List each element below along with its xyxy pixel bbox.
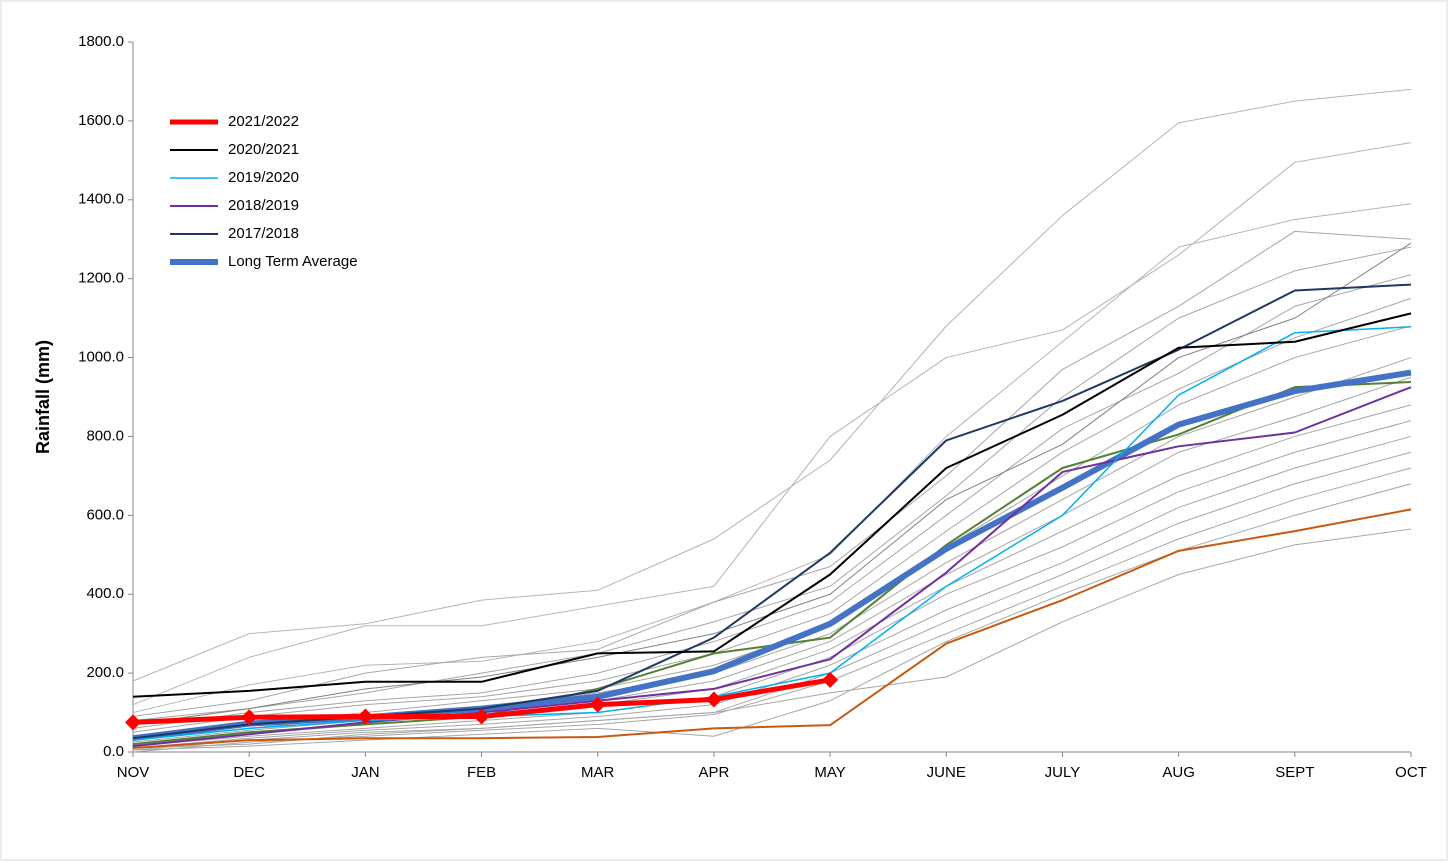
point-marker	[589, 696, 606, 713]
legend-label: 2017/2018	[228, 225, 299, 242]
point-marker	[473, 708, 490, 725]
series-line	[132, 326, 1412, 741]
y-tick-label: 400.0	[86, 585, 124, 602]
y-tick-label: 1400.0	[78, 191, 124, 208]
series-line	[132, 483, 1412, 751]
series-line	[132, 467, 1412, 753]
series-line	[132, 386, 1412, 748]
y-tick-label: 1200.0	[78, 270, 124, 287]
y-tick-label: 200.0	[86, 664, 124, 681]
x-tick-label: JULY	[1045, 764, 1081, 781]
series-line	[132, 420, 1412, 747]
series-line	[132, 297, 1412, 733]
x-tick-label: SEPT	[1275, 764, 1314, 781]
series-line	[132, 274, 1412, 729]
legend-label: 2020/2021	[228, 141, 299, 158]
series-line	[132, 312, 1412, 698]
point-marker	[125, 714, 141, 731]
y-tick-label: 1800.0	[78, 33, 124, 50]
x-tick-label: JUNE	[927, 764, 966, 781]
point-marker	[705, 691, 722, 708]
y-tick-label: 800.0	[86, 427, 124, 444]
series-line	[132, 142, 1412, 706]
series-line	[132, 508, 1412, 750]
y-axis-title: Rainfall (mm)	[33, 340, 53, 454]
x-tick-label: JAN	[351, 764, 379, 781]
legend-label: 2019/2020	[228, 169, 299, 186]
y-tick-label: 1000.0	[78, 349, 124, 366]
x-tick-label: APR	[698, 764, 729, 781]
x-tick-label: NOV	[117, 764, 150, 781]
series-line	[132, 451, 1412, 751]
point-marker	[822, 671, 839, 688]
x-tick-label: MAR	[581, 764, 615, 781]
legend-label: 2021/2022	[228, 113, 299, 130]
series-line	[132, 203, 1412, 714]
point-marker	[357, 708, 374, 725]
x-tick-label: AUG	[1162, 764, 1195, 781]
legend-label: Long Term Average	[228, 253, 358, 270]
y-tick-label: 600.0	[86, 506, 124, 523]
point-marker	[241, 709, 258, 726]
legend-label: 2018/2019	[228, 197, 299, 214]
x-tick-label: MAY	[814, 764, 845, 781]
series-line	[132, 528, 1412, 749]
series-line	[132, 230, 1412, 717]
y-tick-label: 0.0	[103, 743, 124, 760]
x-tick-label: FEB	[467, 764, 496, 781]
x-tick-label: OCT	[1395, 764, 1427, 781]
y-tick-label: 1600.0	[78, 112, 124, 129]
series-line	[132, 88, 1412, 682]
series-line	[132, 246, 1412, 721]
x-tick-label: DEC	[233, 764, 265, 781]
